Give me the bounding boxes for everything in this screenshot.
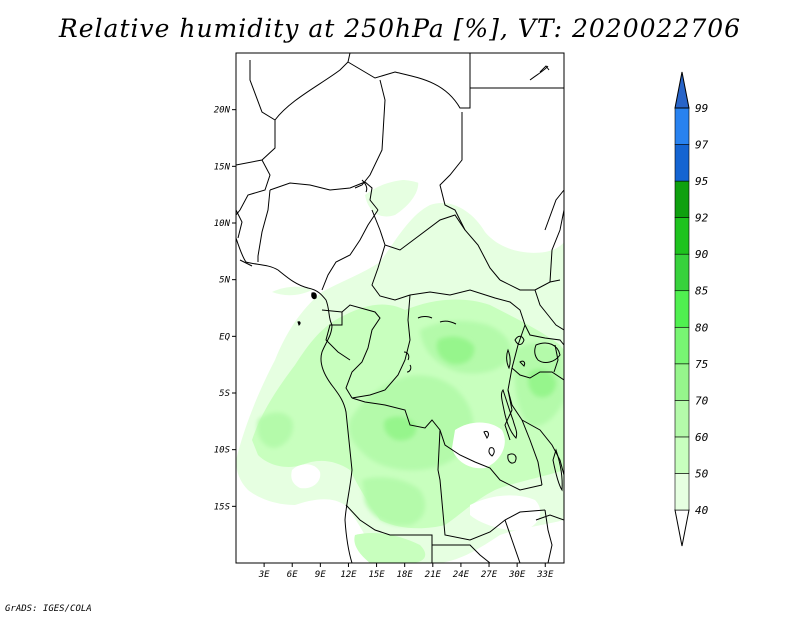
west-africa-coastline (236, 237, 353, 563)
lon-tick-label: 6E (287, 570, 298, 580)
lake-victoria (534, 342, 561, 363)
humidity-70-75-region (384, 336, 556, 441)
colorbar-level-label: 90 (695, 248, 709, 261)
lon-tick-label: 9E (315, 570, 326, 580)
colorbar-segment (674, 180, 690, 218)
lon-tick-label: 3E (258, 570, 270, 580)
lon-tick-label: 18E (397, 570, 414, 580)
lat-tick-label: 5S (219, 389, 230, 399)
latitude-axis: 20N 15N 10N 5N EQ 5S 10S 15S (214, 106, 236, 512)
colorbar-level-label: 80 (695, 321, 709, 334)
map-frame (235, 52, 565, 564)
colorbar-level-label: 85 (695, 285, 708, 298)
colorbar-segment (674, 253, 690, 292)
lon-tick-label: 27E (481, 570, 498, 580)
colorbar-segment (674, 400, 690, 438)
colorbar-segment (674, 363, 690, 401)
humidity-shading (236, 53, 564, 563)
colorbar-segment (674, 217, 690, 255)
lon-tick-label: 30E (508, 570, 526, 580)
lon-tick-label: 15E (368, 570, 385, 580)
lon-tick-label: 24E (453, 570, 470, 580)
lat-tick-label: EQ (219, 332, 230, 342)
lat-tick-label: 10N (214, 219, 231, 229)
colorbar-level-label: 75 (695, 358, 708, 371)
colorbar-segment (674, 290, 690, 328)
colorbar-level-label: 60 (695, 431, 709, 444)
colorbar-segment (674, 436, 690, 474)
lat-tick-label: 15S (214, 502, 231, 512)
grads-credit: GrADS: IGES/COLA (5, 604, 92, 614)
colorbar-level-label: 92 (695, 212, 709, 225)
colorbar-segment (674, 144, 690, 182)
lon-tick-label: 33E (536, 570, 554, 580)
longitude-axis: 3E 6E 9E 12E 15E 18E 21E 24E 27E 30E 33E (258, 563, 554, 580)
colorbar-level-label: 70 (695, 394, 709, 407)
lon-tick-label: 21E (425, 570, 442, 580)
colorbar-level-label: 95 (695, 175, 708, 188)
lon-tick-label: 12E (340, 570, 357, 580)
dry-regions (236, 53, 564, 531)
colorbar-level-label: 99 (695, 102, 708, 115)
colorbar-level-label: 97 (695, 139, 709, 152)
lake-malawi (552, 448, 563, 492)
colorbar-high-triangle (674, 71, 690, 109)
colorbar-low-triangle (674, 509, 690, 547)
lat-tick-label: 10S (214, 446, 231, 456)
map-title: Relative humidity at 250hPa [%], VT: 202… (58, 14, 742, 43)
colorbar-legend: 40 50 60 70 75 80 85 90 92 95 97 99 (674, 71, 709, 547)
lake-kivu (506, 348, 511, 370)
colorbar-level-label: 50 (695, 467, 709, 480)
lake-tanganyika (500, 388, 518, 439)
political-borders (236, 53, 564, 563)
lat-tick-label: 15N (214, 162, 231, 172)
colorbar-segment (674, 107, 690, 145)
colorbar-segment (674, 473, 690, 511)
lat-tick-label: 5N (219, 276, 230, 286)
lat-tick-label: 20N (214, 106, 231, 116)
colorbar-segment (674, 326, 690, 365)
colorbar-level-label: 40 (695, 504, 709, 517)
